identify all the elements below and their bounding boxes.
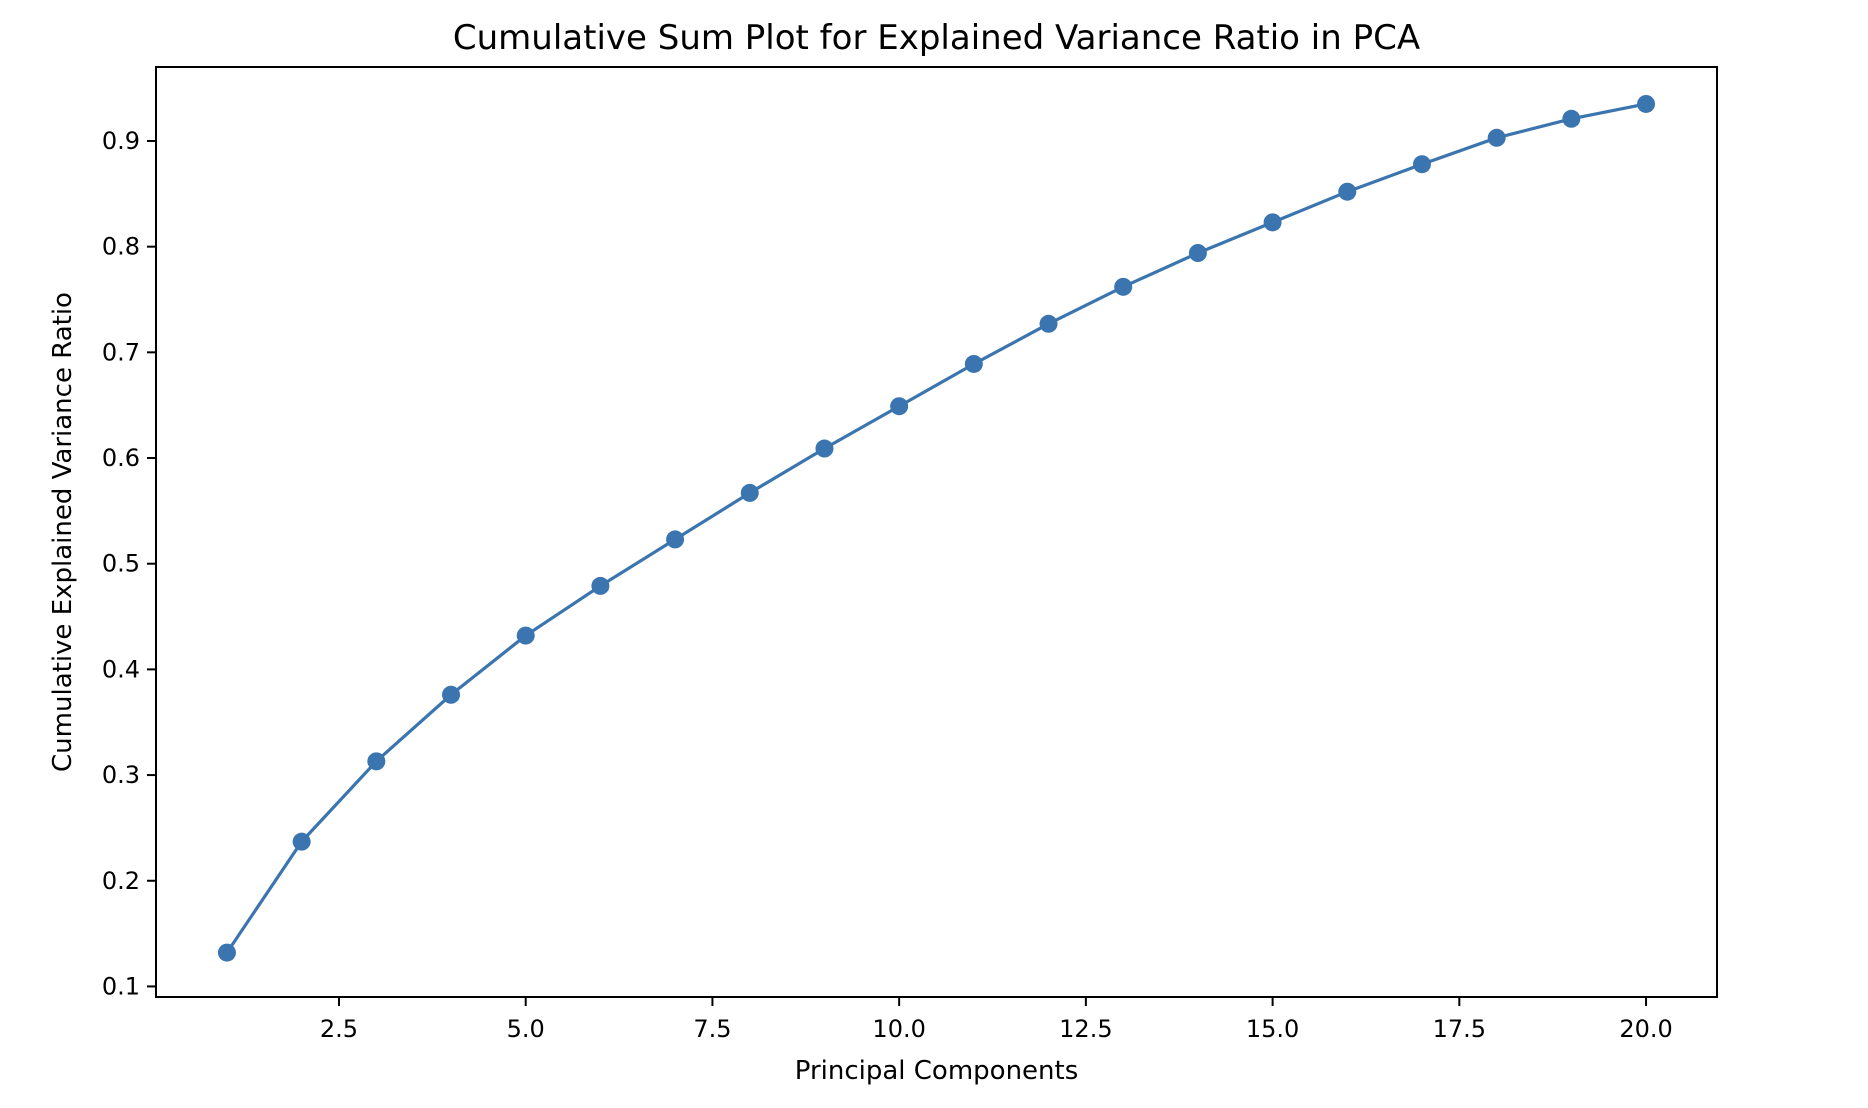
data-point bbox=[740, 483, 759, 502]
chart-title: Cumulative Sum Plot for Explained Varian… bbox=[453, 18, 1420, 58]
data-point bbox=[1487, 128, 1506, 147]
x-tick-label: 17.5 bbox=[1433, 1015, 1486, 1043]
data-point bbox=[1338, 182, 1357, 201]
y-tick-label: 0.1 bbox=[102, 972, 140, 1000]
data-point bbox=[367, 752, 386, 771]
y-axis-label: Cumulative Explained Variance Ratio bbox=[48, 292, 78, 772]
data-point bbox=[1412, 155, 1431, 174]
data-point bbox=[890, 397, 909, 416]
x-tick-label: 15.0 bbox=[1246, 1015, 1299, 1043]
series-line bbox=[225, 102, 1648, 955]
data-point bbox=[666, 530, 685, 549]
data-point bbox=[1188, 244, 1207, 262]
data-point bbox=[1039, 314, 1058, 333]
x-tick-label: 12.5 bbox=[1059, 1015, 1112, 1043]
y-tick-label: 0.9 bbox=[102, 127, 140, 155]
data-point bbox=[815, 439, 834, 458]
data-point bbox=[1263, 213, 1282, 232]
data-point bbox=[1637, 94, 1656, 113]
x-tick-label: 5.0 bbox=[507, 1015, 545, 1043]
data-point bbox=[516, 626, 535, 645]
x-tick-label: 10.0 bbox=[872, 1015, 925, 1043]
y-tick-label: 0.5 bbox=[102, 550, 140, 578]
y-tick-label: 0.2 bbox=[102, 867, 140, 895]
data-point bbox=[442, 685, 461, 704]
x-tick-label: 7.5 bbox=[693, 1015, 731, 1043]
y-tick-label: 0.7 bbox=[102, 338, 140, 366]
data-point bbox=[217, 943, 236, 962]
series-layer bbox=[217, 94, 1656, 962]
data-point bbox=[591, 576, 610, 595]
x-axis: 2.5 5.0 7.5 10.0 12.5 15.0 17.5 20.0 bbox=[320, 997, 1673, 1043]
data-point bbox=[1114, 277, 1133, 296]
data-point bbox=[964, 354, 983, 373]
y-tick-label: 0.3 bbox=[102, 761, 140, 789]
y-tick-label: 0.4 bbox=[102, 655, 140, 683]
y-tick-label: 0.6 bbox=[102, 444, 140, 472]
plot-area bbox=[155, 66, 1718, 998]
y-tick-label: 0.8 bbox=[102, 233, 140, 261]
data-point bbox=[1562, 109, 1581, 128]
x-tick-label: 20.0 bbox=[1619, 1015, 1672, 1043]
x-axis-label: Principal Components bbox=[795, 1056, 1079, 1086]
data-point bbox=[292, 832, 311, 851]
y-axis: 0.1 0.2 0.3 0.4 0.5 0.6 0.7 0.8 0.9 bbox=[102, 127, 156, 1000]
x-tick-label: 2.5 bbox=[320, 1015, 358, 1043]
